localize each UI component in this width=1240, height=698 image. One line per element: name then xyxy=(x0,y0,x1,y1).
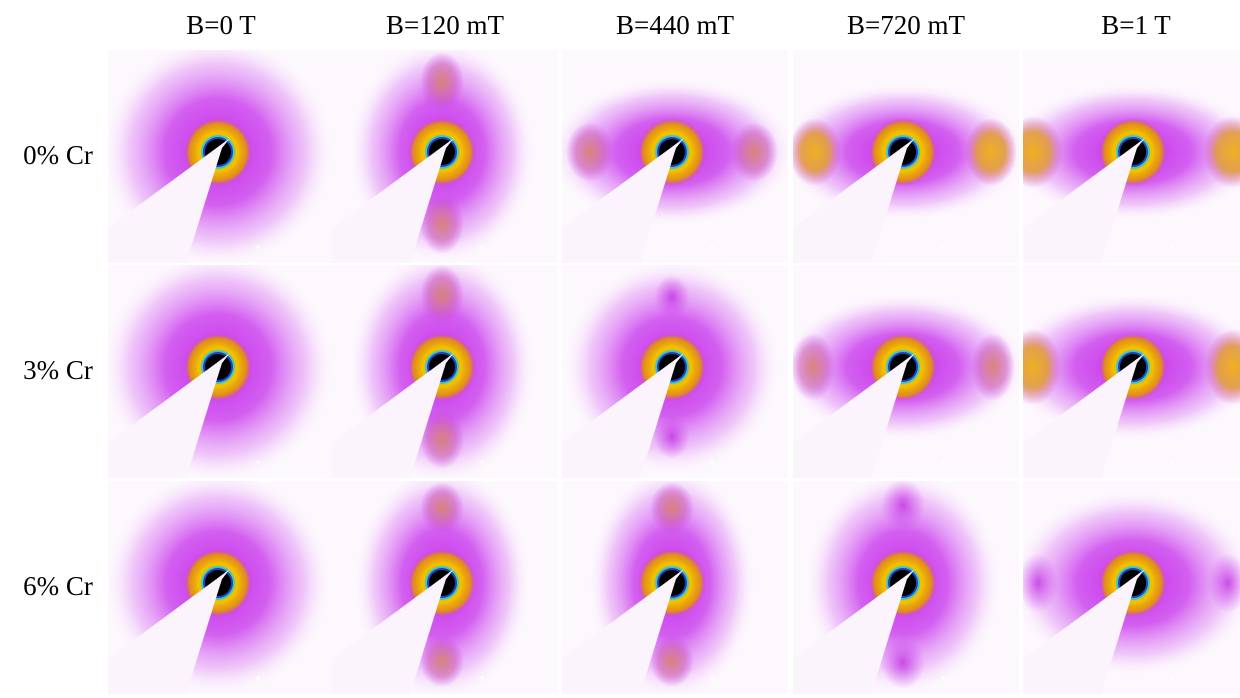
row-label: 3% Cr xyxy=(23,355,93,385)
beam-stop xyxy=(108,353,230,478)
column-header: B=440 mT xyxy=(616,10,734,40)
beam-stop xyxy=(793,353,915,478)
beam-stop xyxy=(1023,569,1145,694)
sans-pattern xyxy=(1023,481,1240,694)
speck xyxy=(710,245,714,249)
bragg-spot xyxy=(1023,329,1061,405)
row-label: 6% Cr xyxy=(23,571,93,601)
speck xyxy=(710,460,714,464)
column-header: B=720 mT xyxy=(847,10,965,40)
beam-stop xyxy=(1023,138,1145,263)
row-label: 0% Cr xyxy=(23,140,93,170)
beam-stop xyxy=(108,569,230,694)
sans-pattern xyxy=(1023,50,1240,263)
beam-stop xyxy=(108,138,230,263)
sans-pattern xyxy=(562,265,788,478)
speck xyxy=(1171,245,1175,249)
speck xyxy=(256,676,260,680)
sans-pattern xyxy=(332,50,558,263)
bragg-spot xyxy=(420,194,464,254)
bragg-spot xyxy=(650,482,694,534)
bragg-spot xyxy=(654,415,690,459)
bragg-spot xyxy=(1205,329,1240,405)
speck xyxy=(941,460,945,464)
bragg-spot xyxy=(793,333,835,401)
speck xyxy=(941,245,945,249)
beam-stop xyxy=(332,569,454,694)
column-header: B=0 T xyxy=(186,10,256,40)
speck xyxy=(256,245,260,249)
sans-pattern xyxy=(793,50,1019,263)
bragg-spot xyxy=(971,333,1015,401)
bragg-spot xyxy=(1023,553,1058,613)
beam-stop xyxy=(332,138,454,263)
bragg-spot xyxy=(1203,116,1240,188)
speck xyxy=(710,676,714,680)
sans-pattern xyxy=(562,50,788,263)
bragg-spot xyxy=(1208,553,1240,613)
bragg-spot xyxy=(566,122,614,182)
sans-pattern xyxy=(562,481,788,694)
panel-grid xyxy=(108,50,1240,694)
speck xyxy=(1171,460,1175,464)
speck xyxy=(256,460,260,464)
bragg-spot xyxy=(881,637,925,689)
speck xyxy=(1171,676,1175,680)
bragg-spot xyxy=(793,118,841,186)
beam-stop xyxy=(562,353,684,478)
bragg-spot xyxy=(420,482,464,534)
speck xyxy=(941,676,945,680)
sans-pattern xyxy=(108,50,334,263)
sans-pattern xyxy=(1023,265,1240,478)
beam-stop xyxy=(332,353,454,478)
speck xyxy=(480,676,484,680)
sans-pattern xyxy=(793,265,1019,478)
speck xyxy=(480,460,484,464)
bragg-spot xyxy=(420,52,464,112)
beam-stop xyxy=(793,138,915,263)
sans-pattern xyxy=(332,265,558,478)
column-header: B=1 T xyxy=(1101,10,1171,40)
column-header: B=120 mT xyxy=(386,10,504,40)
beam-stop xyxy=(562,138,684,263)
sans-pattern xyxy=(108,265,334,478)
bragg-spot xyxy=(420,409,464,469)
bragg-spot xyxy=(965,118,1017,186)
bragg-spot xyxy=(881,481,925,531)
bragg-spot xyxy=(730,122,778,182)
beam-stop xyxy=(793,569,915,694)
speck xyxy=(480,245,484,249)
sans-pattern xyxy=(793,481,1019,694)
bragg-spot xyxy=(420,265,464,325)
beam-stop xyxy=(562,569,684,694)
sans-pattern xyxy=(108,481,334,694)
bragg-spot xyxy=(650,635,694,687)
bragg-spot xyxy=(654,275,690,319)
bragg-spot xyxy=(1023,116,1063,188)
sans-pattern xyxy=(332,481,558,694)
bragg-spot xyxy=(420,635,464,687)
beam-stop xyxy=(1023,353,1145,478)
